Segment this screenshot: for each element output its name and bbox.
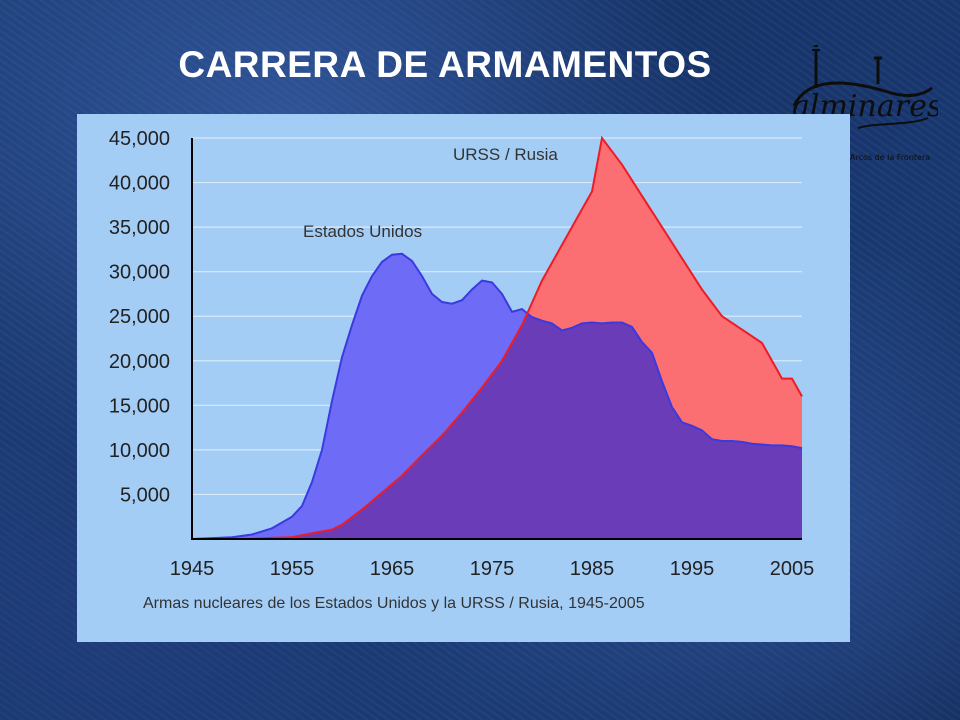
- y-tick-label: 5,000: [120, 484, 170, 506]
- y-tick-label: 30,000: [109, 262, 170, 284]
- series-label-urss-rusia: URSS / Rusia: [453, 145, 558, 164]
- x-tick-label: 1985: [570, 558, 615, 580]
- chart-panel: 5,000 10,000 15,000 20,000 25,000 30,000 35,00…: [77, 114, 850, 642]
- x-tick-label: 1955: [270, 558, 315, 580]
- y-tick-label: 20,000: [109, 351, 170, 373]
- line-estados-unidos: [191, 252, 803, 540]
- x-tick-label: 1965: [370, 558, 415, 580]
- y-tick-label: 10,000: [109, 440, 170, 462]
- y-tick-label: 40,000: [109, 173, 170, 195]
- y-tick-label: 15,000: [109, 395, 170, 417]
- slide-title: CARRERA DE ARMAMENTOS: [178, 44, 712, 85]
- x-tick-labels: 1945 1955 1965 1975 1985 1995 2005: [170, 558, 815, 580]
- nuclear-weapons-chart: 5,000 10,000 15,000 20,000 25,000 30,000 35,00…: [109, 128, 815, 612]
- y-tick-label: 45,000: [109, 128, 170, 150]
- x-tick-label: 2005: [770, 558, 815, 580]
- x-tick-label: 1995: [670, 558, 715, 580]
- chart-caption: Armas nucleares de los Estados Unidos y …: [143, 595, 645, 612]
- series-label-estados-unidos: Estados Unidos: [303, 222, 422, 241]
- axes: [191, 138, 802, 540]
- y-tick-label: 35,000: [109, 217, 170, 239]
- line-urss-rusia: [192, 135, 803, 540]
- y-tick-labels: 5,000 10,000 15,000 20,000 25,000 30,000 35,00…: [109, 128, 170, 506]
- x-tick-label: 1975: [470, 558, 515, 580]
- series-areas: [191, 135, 803, 540]
- x-tick-label: 1945: [170, 558, 215, 580]
- y-tick-label: 25,000: [109, 306, 170, 328]
- logo-tagline: Arcos de la Frontera: [850, 153, 930, 162]
